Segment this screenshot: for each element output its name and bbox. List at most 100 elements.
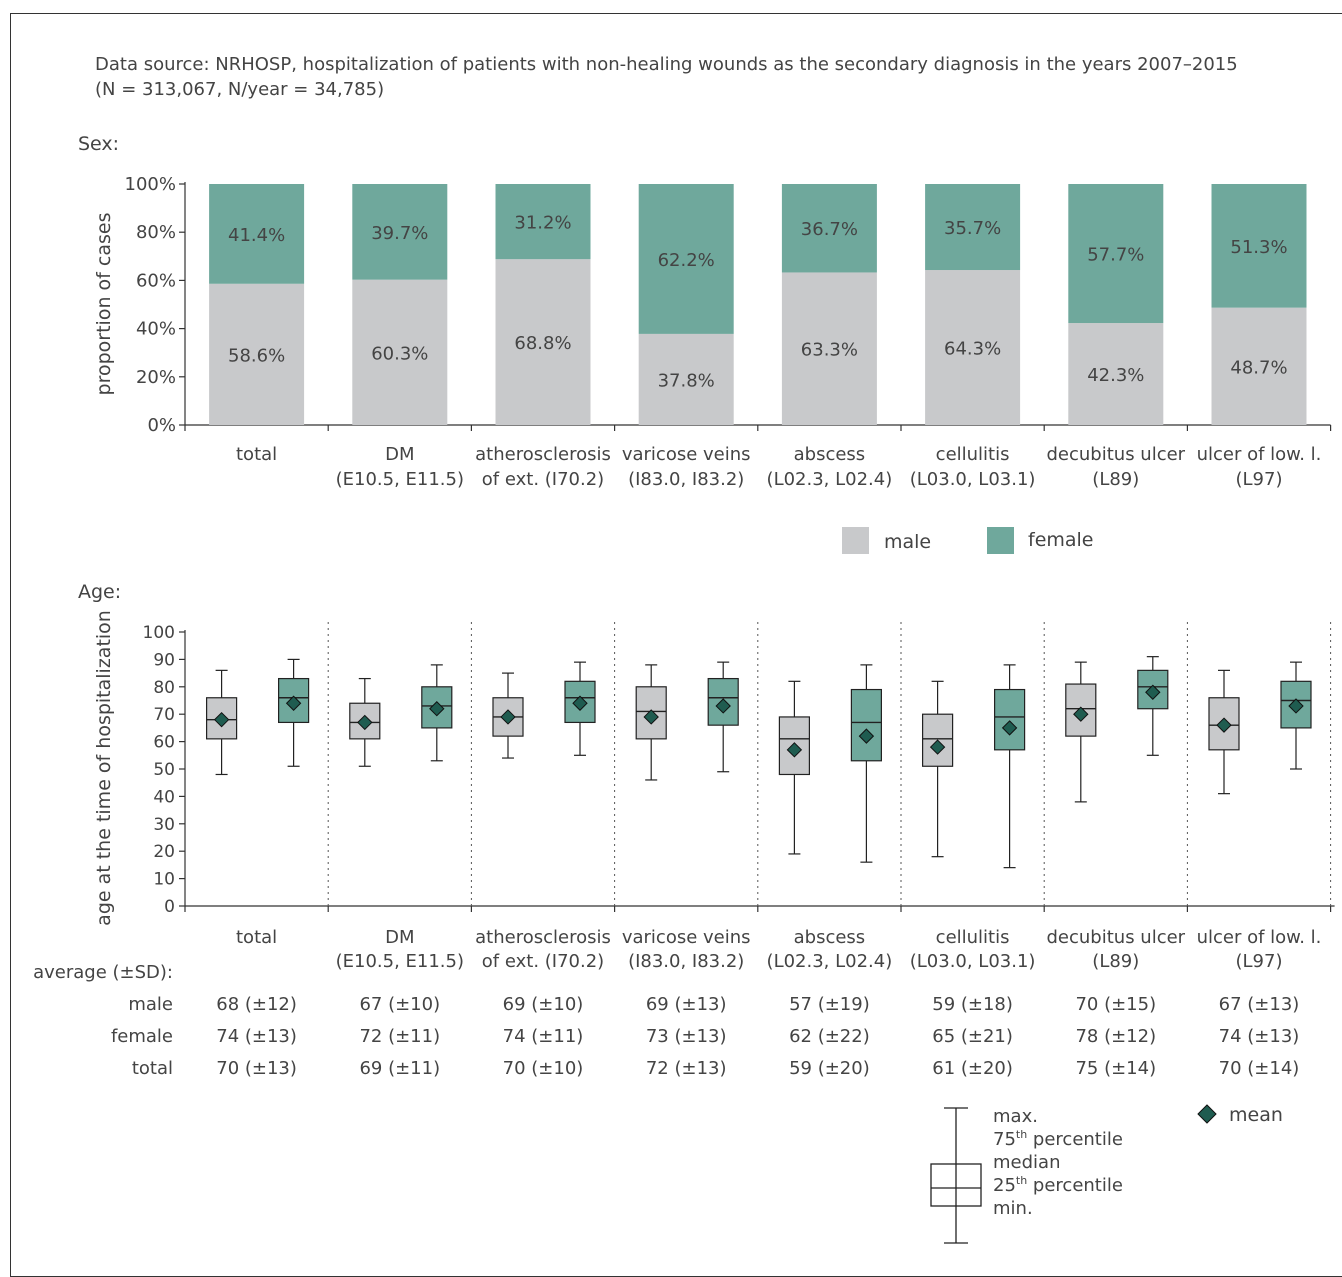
bar-category-label: cellulitis [936, 444, 1010, 465]
box-y-tick-label: 40 [153, 787, 175, 807]
bar-category-label: decubitus ulcer [1047, 444, 1186, 465]
box-category-label: DM [385, 927, 414, 948]
bar-male-value-label: 48.7% [1230, 357, 1287, 378]
sex-legend: male female [842, 527, 1094, 554]
table-cell: 72 (±13) [646, 1058, 727, 1079]
box-category-sublabel: (L97) [1236, 951, 1283, 972]
boxplot-legend: max. 75th percentile median 25th percent… [931, 1104, 1283, 1243]
age-box-chart: 0 10 20 30 40 50 60 70 80 90 100 age at the time of… [93, 610, 1335, 972]
legend-female-label: female [1028, 529, 1094, 551]
box-y-tick-label: 20 [153, 842, 175, 862]
bar-female-value-label: 51.3% [1230, 237, 1287, 258]
table-row-label: male [128, 994, 173, 1015]
sex-bar-chart: 0% 20% 40% 60% 80% 100% proportion of cases 58.… [93, 174, 1331, 490]
box-category-label: atherosclerosis [475, 927, 611, 948]
table-header: average (±SD): [33, 962, 173, 983]
table-cell: 69 (±13) [646, 994, 727, 1015]
bar-male-value-label: 64.3% [944, 339, 1001, 360]
bar-male-value-label: 58.6% [228, 345, 285, 366]
legend-min-label: min. [993, 1198, 1033, 1219]
box-category-label: abscess [794, 927, 866, 948]
legend-male-label: male [884, 531, 931, 553]
bar-y-tick-label: 0% [147, 415, 176, 436]
table-row-label: female [111, 1026, 173, 1047]
box-y-tick-label: 90 [153, 650, 175, 670]
box-y-tick-label: 0 [164, 897, 175, 917]
bar-male-value-label: 37.8% [658, 370, 715, 391]
bar-y-tick-label: 80% [136, 222, 176, 243]
table-cell: 70 (±10) [503, 1058, 584, 1079]
box-category-sublabel: (L02.3, L02.4) [767, 951, 893, 972]
box-category-sublabel: (I83.0, I83.2) [628, 951, 744, 972]
table-row-label: total [132, 1058, 173, 1079]
box-category-label: decubitus ulcer [1047, 927, 1186, 948]
bar-category-sublabel: (L02.3, L02.4) [767, 469, 893, 490]
table-cell: 62 (±22) [789, 1026, 870, 1047]
table-cell: 67 (±10) [359, 994, 440, 1015]
bar-category-sublabel: (L97) [1236, 469, 1283, 490]
box-category-sublabel: (L03.0, L03.1) [910, 951, 1036, 972]
bar-y-axis-label: proportion of cases [93, 213, 115, 396]
table-cell: 68 (±12) [216, 994, 297, 1015]
box-y-tick-label: 80 [153, 678, 175, 698]
bar-y-tick-label: 40% [136, 319, 176, 340]
bar-female-value-label: 36.7% [801, 219, 858, 240]
bar-category-sublabel: (I83.0, I83.2) [628, 469, 744, 490]
box-y-tick-label: 10 [153, 870, 175, 890]
box-category-label: total [236, 927, 277, 948]
bar-female-value-label: 39.7% [371, 223, 428, 244]
box-y-tick-label: 30 [153, 815, 175, 835]
table-cell: 59 (±20) [789, 1058, 870, 1079]
legend-p75-label: 75th percentile [993, 1128, 1123, 1150]
bar-male-value-label: 42.3% [1087, 365, 1144, 386]
bar-category-label: ulcer of low. l. [1197, 444, 1322, 465]
box-y-tick-label: 100 [143, 623, 175, 643]
box-y-tick-label: 60 [153, 733, 175, 753]
table-cell: 69 (±11) [359, 1058, 440, 1079]
box-category-sublabel: of ext. (I70.2) [482, 951, 604, 972]
table-cell: 59 (±18) [932, 994, 1013, 1015]
bar-y-tick-label: 100% [125, 174, 176, 195]
table-cell: 61 (±20) [932, 1058, 1013, 1079]
table-cell: 73 (±13) [646, 1026, 727, 1047]
bar-female-value-label: 31.2% [514, 213, 571, 234]
table-cell: 67 (±13) [1219, 994, 1300, 1015]
bar-female-value-label: 35.7% [944, 218, 1001, 239]
bar-male-value-label: 60.3% [371, 343, 428, 364]
box-y-axis-label: age at the time of hospitalization [93, 610, 115, 926]
bar-male-value-label: 63.3% [801, 340, 858, 361]
table-cell: 70 (±15) [1075, 994, 1156, 1015]
bar-male-value-label: 68.8% [514, 333, 571, 354]
age-average-table: average (±SD): male 68 (±12) 67 (±10) 69 (±1… [33, 962, 1299, 1079]
legend-male-swatch [842, 527, 869, 554]
bar-category-label: total [236, 444, 277, 465]
table-cell: 65 (±21) [932, 1026, 1013, 1047]
box-y-tick-label: 50 [153, 760, 175, 780]
bar-category-sublabel: of ext. (I70.2) [482, 469, 604, 490]
box-female [851, 690, 881, 761]
bar-category-label: abscess [794, 444, 866, 465]
bar-y-tick-label: 20% [136, 367, 176, 388]
table-cell: 70 (±13) [216, 1058, 297, 1079]
table-cell: 75 (±14) [1075, 1058, 1156, 1079]
box-category-sublabel: (E10.5, E11.5) [336, 951, 464, 972]
bar-y-tick-label: 60% [136, 270, 176, 291]
bar-category-sublabel: (E10.5, E11.5) [336, 469, 464, 490]
box-y-tick-label: 70 [153, 705, 175, 725]
table-cell: 57 (±19) [789, 994, 870, 1015]
box-category-label: ulcer of low. l. [1197, 927, 1322, 948]
bar-category-label: varicose veins [622, 444, 751, 465]
legend-female-swatch [987, 527, 1014, 554]
table-cell: 78 (±12) [1075, 1026, 1156, 1047]
mean-diamond-icon [1198, 1105, 1216, 1123]
bar-female-value-label: 62.2% [658, 250, 715, 271]
bar-category-label: DM [385, 444, 414, 465]
box-category-sublabel: (L89) [1092, 951, 1139, 972]
table-cell: 74 (±11) [503, 1026, 584, 1047]
bar-category-sublabel: (L03.0, L03.1) [910, 469, 1036, 490]
box-category-label: cellulitis [936, 927, 1010, 948]
box-category-label: varicose veins [622, 927, 751, 948]
table-cell: 74 (±13) [1219, 1026, 1300, 1047]
table-cell: 74 (±13) [216, 1026, 297, 1047]
